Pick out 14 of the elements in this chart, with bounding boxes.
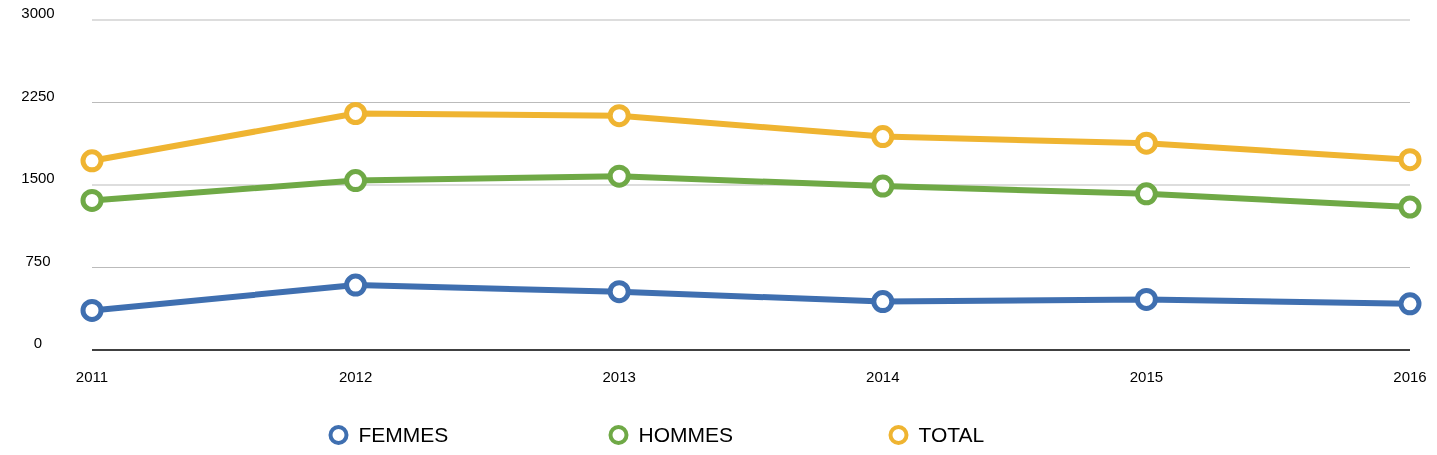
y-tick-label: 2250 bbox=[21, 86, 55, 104]
x-tick-label: 2012 bbox=[338, 368, 373, 385]
legend-label: HOMMES bbox=[638, 423, 733, 446]
x-tick-label: 2013 bbox=[602, 368, 636, 385]
x-tick-label: 2016 bbox=[1393, 368, 1427, 385]
x-tick-label: 2011 bbox=[75, 368, 109, 385]
y-tick-label: 3000 bbox=[21, 4, 55, 21]
legend-label: FEMMES bbox=[358, 423, 449, 446]
x-tick-label: 2015 bbox=[1129, 368, 1164, 385]
legend-label: TOTAL bbox=[918, 423, 985, 446]
y-tick-label: 0 bbox=[33, 334, 43, 351]
y-tick-label: 750 bbox=[25, 251, 51, 269]
x-tick-label: 2014 bbox=[866, 368, 900, 385]
y-tick-label: 1500 bbox=[21, 169, 55, 186]
